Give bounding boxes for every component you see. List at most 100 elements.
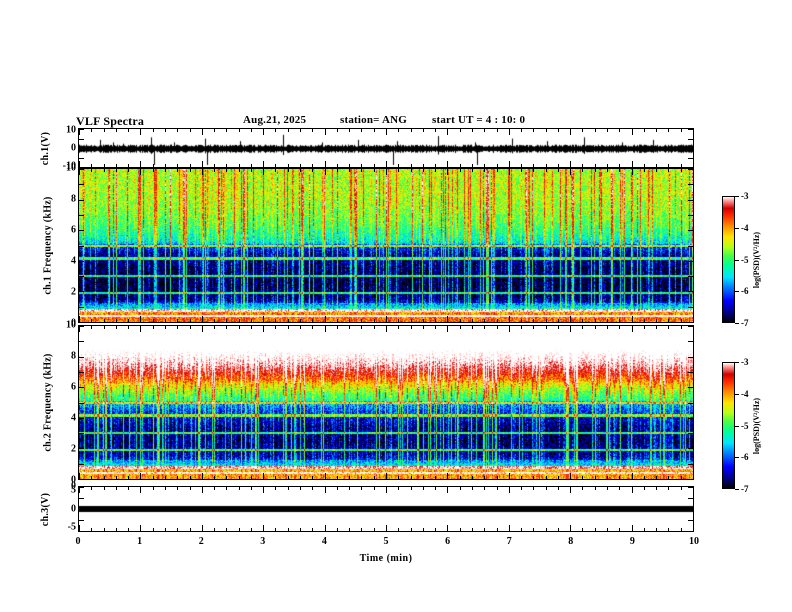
x-tick [91, 169, 93, 172]
x-tick [214, 326, 216, 329]
y-tick [688, 326, 693, 327]
x-tick [668, 487, 670, 490]
x-tick [680, 169, 682, 172]
x-tick [336, 129, 338, 132]
x-tick [422, 164, 424, 167]
x-tick [484, 129, 486, 132]
x-tick [619, 528, 621, 531]
y-tick [688, 498, 693, 499]
x-tick [643, 326, 645, 329]
x-tick [422, 326, 424, 329]
x-tick [152, 487, 154, 490]
x-tick [459, 487, 461, 490]
x-tick [115, 129, 117, 132]
x-tick [570, 169, 572, 175]
y-tick [688, 157, 693, 159]
x-tick [545, 169, 547, 172]
y-tick [79, 487, 84, 488]
y-tick [688, 356, 693, 358]
x-tick [336, 326, 338, 329]
ch3v-tick-neg5: -5 [67, 521, 76, 533]
x-tick [680, 319, 682, 322]
x-tick [422, 129, 424, 132]
x-tick [422, 487, 424, 490]
x-tick [435, 319, 437, 322]
x-tick [557, 487, 559, 490]
colorbar-title: log(PSD)(V²/Hz) [752, 397, 761, 454]
x-axis-tick-label: 0 [75, 536, 81, 547]
x-tick [226, 129, 228, 132]
x-axis-title: Time (min) [359, 553, 413, 564]
x-tick [275, 528, 277, 531]
x-tick [214, 476, 216, 479]
x-tick [226, 164, 228, 167]
x-tick [115, 528, 117, 531]
x-tick [582, 319, 584, 322]
x-tick [496, 326, 498, 329]
y-tick [688, 463, 693, 465]
x-tick [484, 326, 486, 329]
x-tick [582, 169, 584, 172]
x-tick [459, 326, 461, 329]
x-tick [300, 487, 302, 490]
x-tick [287, 487, 289, 490]
x-tick [226, 169, 228, 172]
x-tick [471, 326, 473, 329]
x-tick [287, 164, 289, 167]
ch2-spectrogram-axis-title: ch.2 Frequency (kHz) [42, 353, 54, 452]
x-tick [189, 528, 191, 531]
x-tick [398, 487, 400, 490]
x-tick [91, 129, 93, 132]
x-tick [631, 473, 633, 479]
x-tick [336, 487, 338, 490]
x-tick [545, 319, 547, 322]
colorbar-tick-label: -5 [741, 420, 749, 431]
x-tick [164, 528, 166, 531]
x-tick [275, 129, 277, 132]
x-tick [508, 473, 510, 479]
y-tick [79, 276, 84, 278]
x-tick [140, 326, 142, 332]
x-tick [459, 319, 461, 322]
x-tick [336, 476, 338, 479]
x-tick [349, 487, 351, 490]
x-tick [582, 476, 584, 479]
x-tick [496, 319, 498, 322]
x-tick [103, 528, 105, 531]
x-tick [128, 528, 130, 531]
y-tick [688, 433, 693, 435]
x-tick [312, 326, 314, 329]
x-tick [631, 316, 633, 322]
x-tick [312, 129, 314, 132]
x-tick [226, 487, 228, 490]
x-tick [361, 528, 363, 531]
x-tick [373, 487, 375, 490]
x-tick [263, 161, 265, 167]
x-tick [656, 164, 658, 167]
x-tick [521, 528, 523, 531]
x-tick [91, 487, 93, 490]
x-tick [103, 129, 105, 132]
x-tick [435, 169, 437, 172]
y-tick [688, 260, 693, 262]
x-tick [91, 164, 93, 167]
y-tick [688, 322, 693, 323]
x-tick [435, 487, 437, 490]
x-tick [398, 129, 400, 132]
x-tick [361, 326, 363, 329]
x-tick [238, 129, 240, 132]
colorbar-tick [735, 425, 739, 427]
x-tick [324, 525, 326, 531]
x-tick [607, 164, 609, 167]
x-tick [594, 476, 596, 479]
x-tick [164, 129, 166, 132]
x-axis-tick-label: 10 [689, 536, 699, 547]
y-tick [688, 129, 693, 130]
x-tick [607, 129, 609, 132]
x-tick [336, 169, 338, 172]
x-tick [508, 129, 510, 135]
x-tick [533, 326, 535, 329]
y-tick [688, 402, 693, 404]
x-tick [668, 476, 670, 479]
x-tick [668, 129, 670, 132]
